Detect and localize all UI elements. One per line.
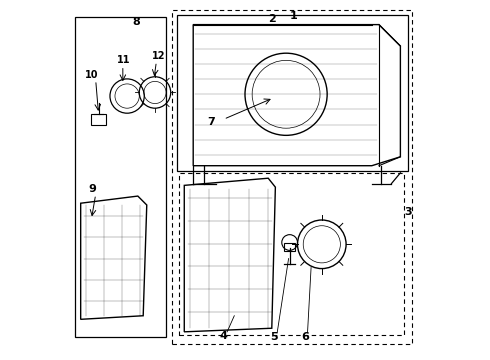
Text: 11: 11	[117, 55, 130, 65]
Text: 5: 5	[270, 332, 278, 342]
Bar	[284, 243, 295, 251]
Text: 12: 12	[152, 51, 165, 61]
Text: 7: 7	[207, 117, 215, 127]
Text: 3: 3	[404, 207, 412, 217]
Text: 9: 9	[88, 184, 96, 194]
Text: 2: 2	[268, 14, 276, 24]
Text: 6: 6	[301, 332, 309, 342]
Text: 4: 4	[220, 332, 227, 342]
Bar	[177, 15, 408, 171]
Text: 10: 10	[85, 69, 99, 80]
Text: 8: 8	[132, 17, 140, 27]
Text: 1: 1	[290, 11, 297, 21]
Bar	[75, 18, 167, 337]
